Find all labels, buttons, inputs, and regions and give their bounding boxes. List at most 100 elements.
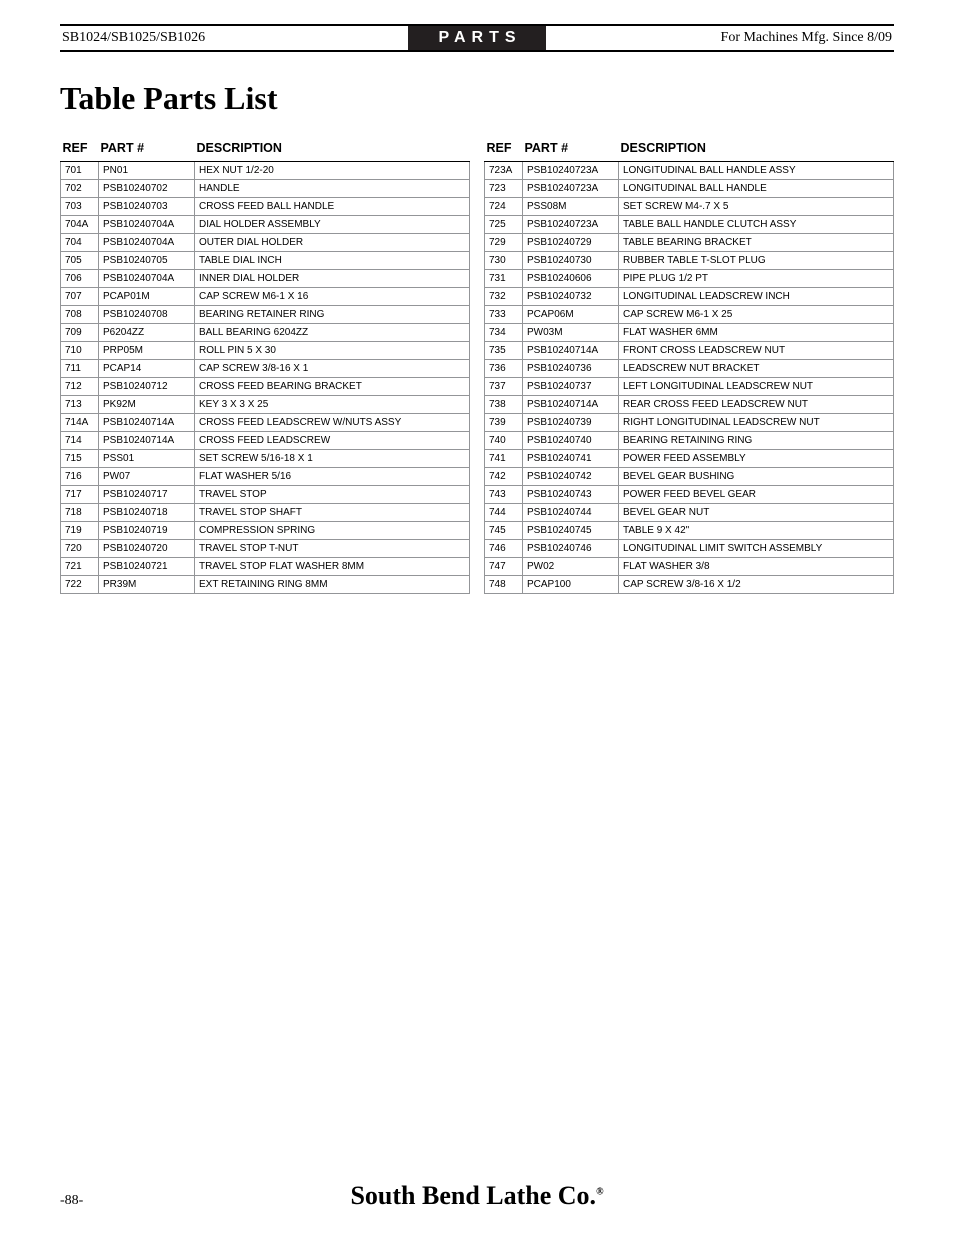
cell-desc: POWER FEED ASSEMBLY bbox=[619, 450, 894, 468]
parts-table-left: REF PART # DESCRIPTION 701PN01HEX NUT 1/… bbox=[60, 137, 470, 594]
table-row: 706PSB10240704AINNER DIAL HOLDER bbox=[61, 270, 470, 288]
table-row: 733PCAP06MCAP SCREW M6-1 X 25 bbox=[485, 306, 894, 324]
cell-ref: 706 bbox=[61, 270, 99, 288]
cell-part: PCAP14 bbox=[99, 360, 195, 378]
table-row: 702PSB10240702HANDLE bbox=[61, 180, 470, 198]
tables-row: REF PART # DESCRIPTION 701PN01HEX NUT 1/… bbox=[60, 137, 894, 594]
cell-part: PSB10240720 bbox=[99, 540, 195, 558]
cell-ref: 746 bbox=[485, 540, 523, 558]
cell-part: PSB10240736 bbox=[523, 360, 619, 378]
cell-desc: LONGITUDINAL LEADSCREW INCH bbox=[619, 288, 894, 306]
table-row: 722PR39MEXT RETAINING RING 8MM bbox=[61, 576, 470, 594]
cell-part: PSS01 bbox=[99, 450, 195, 468]
cell-ref: 722 bbox=[61, 576, 99, 594]
registered-icon: ® bbox=[596, 1186, 603, 1197]
cell-ref: 747 bbox=[485, 558, 523, 576]
cell-part: PCAP06M bbox=[523, 306, 619, 324]
cell-part: PSB10240704A bbox=[99, 270, 195, 288]
table-row: 712PSB10240712CROSS FEED BEARING BRACKET bbox=[61, 378, 470, 396]
cell-part: PSB10240606 bbox=[523, 270, 619, 288]
table-row: 708PSB10240708BEARING RETAINER RING bbox=[61, 306, 470, 324]
parts-table-right: REF PART # DESCRIPTION 723A PSB10240723A L… bbox=[484, 137, 894, 594]
cell-ref: 701 bbox=[61, 162, 99, 180]
cell-desc: FRONT CROSS LEADSCREW NUT bbox=[619, 342, 894, 360]
cell-part: PSB10240739 bbox=[523, 414, 619, 432]
cell-part: PSB10240741 bbox=[523, 450, 619, 468]
cell-desc: BEARING RETAINER RING bbox=[195, 306, 470, 324]
cell-ref: 724 bbox=[485, 198, 523, 216]
cell-ref: 714 bbox=[61, 432, 99, 450]
page-number: -88- bbox=[60, 1193, 140, 1209]
cell-desc: CAP SCREW M6-1 X 16 bbox=[195, 288, 470, 306]
table-row: 711PCAP14CAP SCREW 3/8-16 X 1 bbox=[61, 360, 470, 378]
cell-part: PSB10240737 bbox=[523, 378, 619, 396]
cell-part: PW02 bbox=[523, 558, 619, 576]
cell-part: PRP05M bbox=[99, 342, 195, 360]
cell-part: PCAP100 bbox=[523, 576, 619, 594]
table-header-row: REF PART # DESCRIPTION bbox=[485, 137, 894, 162]
cell-ref: 737 bbox=[485, 378, 523, 396]
cell-ref: 713 bbox=[61, 396, 99, 414]
cell-part: PSB10240708 bbox=[99, 306, 195, 324]
cell-desc: FLAT WASHER 5/16 bbox=[195, 468, 470, 486]
cell-part: PSB10240704A bbox=[99, 216, 195, 234]
cell-desc: HEX NUT 1/2-20 bbox=[195, 162, 470, 180]
cell-part: PSB10240714A bbox=[523, 396, 619, 414]
cell-desc: TRAVEL STOP SHAFT bbox=[195, 504, 470, 522]
table-header-row: REF PART # DESCRIPTION bbox=[61, 137, 470, 162]
cell-part: PSB10240721 bbox=[99, 558, 195, 576]
cell-desc: CAP SCREW 3/8-16 X 1 bbox=[195, 360, 470, 378]
header-model: SB1024/SB1025/SB1026 bbox=[60, 30, 408, 46]
table-row: 746PSB10240746LONGITUDINAL LIMIT SWITCH … bbox=[485, 540, 894, 558]
table-row: 718PSB10240718TRAVEL STOP SHAFT bbox=[61, 504, 470, 522]
cell-part: PN01 bbox=[99, 162, 195, 180]
cell-ref: 741 bbox=[485, 450, 523, 468]
table-row: 738PSB10240714AREAR CROSS FEED LEADSCREW… bbox=[485, 396, 894, 414]
cell-ref: 721 bbox=[61, 558, 99, 576]
cell-ref: 738 bbox=[485, 396, 523, 414]
cell-desc: SET SCREW 5/16-18 X 1 bbox=[195, 450, 470, 468]
cell-desc: RUBBER TABLE T-SLOT PLUG bbox=[619, 252, 894, 270]
col-desc: DESCRIPTION bbox=[195, 137, 470, 162]
cell-part: PSB10240730 bbox=[523, 252, 619, 270]
cell-desc: BEVEL GEAR BUSHING bbox=[619, 468, 894, 486]
col-desc: DESCRIPTION bbox=[619, 137, 894, 162]
cell-desc: TABLE BALL HANDLE CLUTCH ASSY bbox=[619, 216, 894, 234]
cell-ref: 745 bbox=[485, 522, 523, 540]
cell-part: PSB10240705 bbox=[99, 252, 195, 270]
table-row: 724PSS08MSET SCREW M4-.7 X 5 bbox=[485, 198, 894, 216]
cell-ref: 718 bbox=[61, 504, 99, 522]
cell-desc: CAP SCREW M6-1 X 25 bbox=[619, 306, 894, 324]
cell-desc: SET SCREW M4-.7 X 5 bbox=[619, 198, 894, 216]
brand-name: South Bend Lathe Co.® bbox=[140, 1181, 814, 1211]
cell-desc: BEVEL GEAR NUT bbox=[619, 504, 894, 522]
table-row: 709P6204ZZBALL BEARING 6204ZZ bbox=[61, 324, 470, 342]
cell-ref: 704A bbox=[61, 216, 99, 234]
cell-ref: 725 bbox=[485, 216, 523, 234]
cell-desc: TABLE BEARING BRACKET bbox=[619, 234, 894, 252]
cell-ref: 729 bbox=[485, 234, 523, 252]
cell-part: PSB10240702 bbox=[99, 180, 195, 198]
header-bar: SB1024/SB1025/SB1026 PARTS For Machines … bbox=[60, 24, 894, 52]
table-row: 704PSB10240704AOUTER DIAL HOLDER bbox=[61, 234, 470, 252]
cell-part: PSB10240714A bbox=[99, 432, 195, 450]
cell-ref: 723 bbox=[485, 180, 523, 198]
table-row: 719PSB10240719COMPRESSION SPRING bbox=[61, 522, 470, 540]
cell-ref: 723A bbox=[485, 162, 523, 180]
cell-ref: 707 bbox=[61, 288, 99, 306]
cell-desc: DIAL HOLDER ASSEMBLY bbox=[195, 216, 470, 234]
cell-desc: REAR CROSS FEED LEADSCREW NUT bbox=[619, 396, 894, 414]
table-row: 714PSB10240714ACROSS FEED LEADSCREW bbox=[61, 432, 470, 450]
cell-desc: INNER DIAL HOLDER bbox=[195, 270, 470, 288]
cell-desc: KEY 3 X 3 X 25 bbox=[195, 396, 470, 414]
cell-desc: RIGHT LONGITUDINAL LEADSCREW NUT bbox=[619, 414, 894, 432]
cell-ref: 732 bbox=[485, 288, 523, 306]
cell-desc: LONGITUDINAL LIMIT SWITCH ASSEMBLY bbox=[619, 540, 894, 558]
table-row: 732PSB10240732LONGITUDINAL LEADSCREW INC… bbox=[485, 288, 894, 306]
table-row: 744PSB10240744BEVEL GEAR NUT bbox=[485, 504, 894, 522]
cell-part: PSB10240723A bbox=[523, 216, 619, 234]
col-ref: REF bbox=[485, 137, 523, 162]
cell-desc: CROSS FEED BALL HANDLE bbox=[195, 198, 470, 216]
cell-part: PSB10240719 bbox=[99, 522, 195, 540]
table-row: 737PSB10240737LEFT LONGITUDINAL LEADSCRE… bbox=[485, 378, 894, 396]
